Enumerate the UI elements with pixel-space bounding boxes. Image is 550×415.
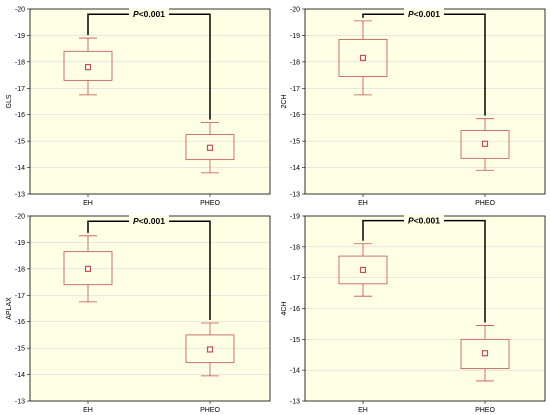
y-tick-label: -16 bbox=[15, 112, 25, 119]
y-tick-label: -19 bbox=[15, 240, 25, 247]
box-body bbox=[460, 338, 510, 370]
mean-marker bbox=[84, 64, 92, 71]
y-tick-label: -19 bbox=[15, 33, 25, 40]
box-body bbox=[185, 334, 235, 364]
y-tick-label: -15 bbox=[290, 139, 300, 146]
box-body bbox=[338, 255, 388, 285]
x-tick-label-eh: EH bbox=[83, 407, 93, 414]
significance-label-bg bbox=[129, 215, 169, 226]
box-pheo bbox=[460, 325, 510, 382]
x-tick-label-pheo: PHEO bbox=[200, 407, 220, 414]
mean-marker bbox=[84, 265, 92, 272]
y-axis-label: APLAX bbox=[6, 297, 13, 320]
box-eh bbox=[63, 235, 113, 303]
box-pheo bbox=[185, 322, 235, 377]
box-pheo bbox=[460, 118, 510, 171]
mean-marker bbox=[481, 140, 489, 147]
y-tick-label: -20 bbox=[15, 214, 25, 221]
y-axis-label: 4CH bbox=[281, 301, 288, 315]
y-tick-label: -17 bbox=[290, 275, 300, 282]
box-body bbox=[460, 130, 510, 159]
box-eh bbox=[338, 20, 388, 96]
y-tick-label: -19 bbox=[290, 33, 300, 40]
box-pheo bbox=[185, 122, 235, 174]
y-tick-label: -18 bbox=[15, 59, 25, 66]
y-tick-label: -18 bbox=[290, 244, 300, 251]
y-axis-label: 2CH bbox=[281, 94, 288, 108]
y-tick-label: -15 bbox=[15, 346, 25, 353]
x-tick-label-pheo: PHEO bbox=[475, 200, 495, 207]
plot-area bbox=[30, 9, 270, 194]
y-tick-label: -18 bbox=[15, 266, 25, 273]
significance-label: P<0.001 bbox=[408, 9, 440, 19]
x-tick-label-eh: EH bbox=[358, 407, 368, 414]
y-tick-label: -14 bbox=[290, 368, 300, 375]
significance-label-bg bbox=[404, 214, 444, 225]
y-tick-label: -16 bbox=[15, 319, 25, 326]
plot-area bbox=[30, 216, 270, 401]
mean-marker bbox=[359, 54, 367, 61]
y-tick-label: -17 bbox=[290, 86, 300, 93]
box-body bbox=[338, 38, 388, 77]
chart-panel-aplax: -20 -19 -18 -17 -16 -15 -14 -13 APLAX EH PHEO P<0.0… bbox=[6, 214, 271, 414]
significance-label: P<0.001 bbox=[408, 215, 440, 225]
y-tick-label: -17 bbox=[15, 86, 25, 93]
y-tick-label: -16 bbox=[290, 306, 300, 313]
box-body bbox=[63, 251, 113, 286]
plot-area bbox=[305, 9, 545, 194]
y-axis-label: GLS bbox=[6, 94, 13, 108]
significance-label-bg bbox=[404, 8, 444, 19]
y-tick-label: -13 bbox=[290, 399, 300, 406]
y-tick-label: -18 bbox=[290, 59, 300, 66]
y-tick-label: -14 bbox=[15, 165, 25, 172]
chart-panel-2ch: -20 -19 -18 -17 -16 -15 -14 -13 2CH EH PHEO P<0.001 bbox=[281, 7, 546, 207]
y-tick-label: -13 bbox=[15, 399, 25, 406]
y-tick-label: -14 bbox=[290, 165, 300, 172]
box-body bbox=[63, 50, 113, 81]
y-tick-label: -20 bbox=[290, 7, 300, 14]
x-tick-label-eh: EH bbox=[83, 200, 93, 207]
y-tick-label: -16 bbox=[290, 112, 300, 119]
y-tick-label: -19 bbox=[290, 214, 300, 221]
box-eh bbox=[338, 243, 388, 297]
x-tick-label-pheo: PHEO bbox=[200, 200, 220, 207]
y-tick-label: -13 bbox=[15, 192, 25, 199]
chart-panel-4ch: -19 -18 -17 -16 -15 -14 -13 4CH EH PHEO P<0.001 bbox=[281, 214, 546, 414]
y-tick-label: -15 bbox=[290, 337, 300, 344]
mean-marker bbox=[206, 144, 214, 151]
x-tick-label-eh: EH bbox=[358, 200, 368, 207]
y-tick-label: -20 bbox=[15, 7, 25, 14]
box-body bbox=[185, 134, 235, 161]
x-tick-label-pheo: PHEO bbox=[475, 407, 495, 414]
y-tick-label: -17 bbox=[15, 293, 25, 300]
significance-label: P<0.001 bbox=[133, 9, 165, 19]
y-tick-label: -15 bbox=[15, 139, 25, 146]
box-eh bbox=[63, 37, 113, 96]
mean-marker bbox=[206, 346, 214, 353]
mean-marker bbox=[359, 266, 367, 274]
significance-label-bg bbox=[129, 8, 169, 19]
mean-marker bbox=[481, 350, 489, 357]
chart-panel-gls: -20 -19 -18 -17 -16 -15 -14 -13 GLS EH PHEO P<0.001 bbox=[6, 7, 271, 207]
significance-label: P<0.001 bbox=[133, 216, 165, 226]
y-tick-label: -13 bbox=[290, 192, 300, 199]
y-tick-label: -14 bbox=[15, 372, 25, 379]
